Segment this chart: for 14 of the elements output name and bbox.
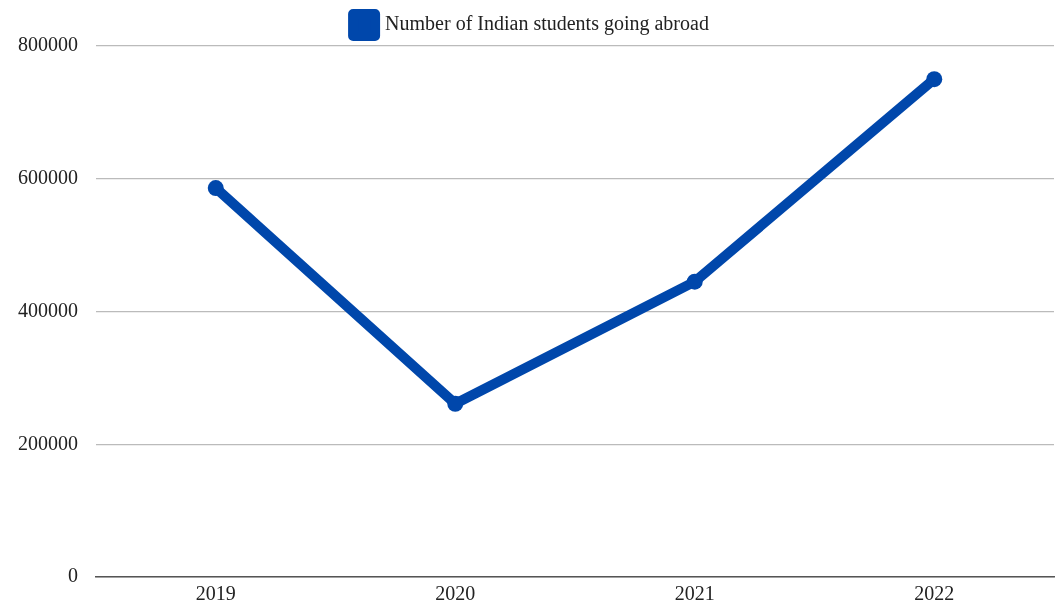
point <box>686 273 703 290</box>
y-tick-label: 0 <box>68 564 78 587</box>
y-tick-label: 200000 <box>18 431 78 454</box>
x-tick-label: 2022 <box>914 582 955 605</box>
legend-label: Number of Indian students going abroad <box>385 12 709 36</box>
point <box>926 71 943 88</box>
point <box>447 395 464 412</box>
y-tick-label: 600000 <box>18 166 78 188</box>
y-tick-label: 800000 <box>18 33 78 56</box>
x-tick-label: 2020 <box>435 582 476 605</box>
point <box>207 180 224 197</box>
x-tick-label: 2019 <box>195 582 236 605</box>
y-tick-label: 400000 <box>18 298 78 321</box>
x-tick-label: 2021 <box>674 582 715 605</box>
